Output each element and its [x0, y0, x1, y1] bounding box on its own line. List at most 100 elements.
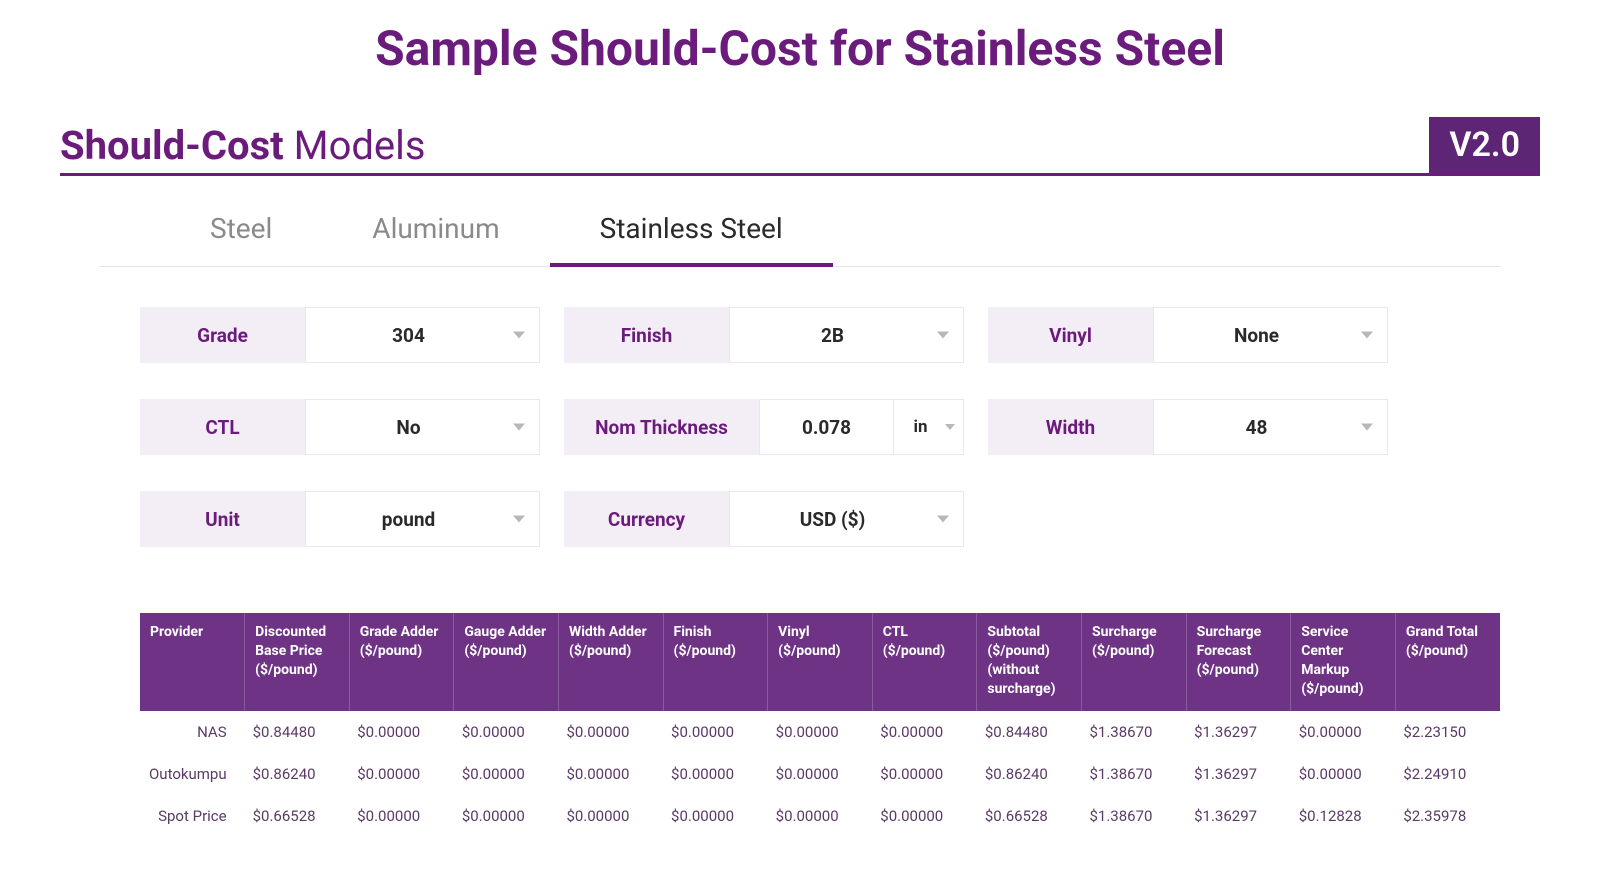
grade-group: Grade 304: [140, 307, 540, 363]
table-row: Outokumpu$0.86240$0.00000$0.00000$0.0000…: [140, 753, 1500, 795]
table-cell: $1.36297: [1186, 795, 1291, 837]
table-header-cell: Grade Adder ($/pound): [349, 613, 454, 711]
table-cell: $0.00000: [768, 795, 873, 837]
vinyl-value: None: [1166, 324, 1347, 347]
unit-label: Unit: [140, 491, 305, 547]
table-header-cell: Surcharge ($/pound): [1081, 613, 1186, 711]
table-cell: $0.00000: [872, 711, 977, 753]
table-header-cell: Finish ($/pound): [663, 613, 768, 711]
provider-cell: NAS: [140, 711, 245, 753]
table-cell: $0.86240: [245, 753, 350, 795]
unit-select[interactable]: pound: [305, 491, 540, 547]
model-title-rest: Models: [284, 122, 426, 169]
width-select[interactable]: 48: [1153, 399, 1388, 455]
table-cell: $0.00000: [663, 753, 768, 795]
table-cell: $0.66528: [245, 795, 350, 837]
table-cell: $0.00000: [558, 795, 663, 837]
table-cell: $0.84480: [245, 711, 350, 753]
ctl-group: CTL No: [140, 399, 540, 455]
material-tabs: Steel Aluminum Stainless Steel: [100, 196, 1500, 267]
table-cell: $2.35978: [1395, 795, 1500, 837]
table-cell: $0.84480: [977, 711, 1082, 753]
table-cell: $0.00000: [454, 753, 559, 795]
tab-stainless-steel[interactable]: Stainless Steel: [550, 196, 833, 267]
cost-table: ProviderDiscounted Base Price ($/pound)G…: [140, 613, 1500, 837]
form-row-3: Unit pound Currency USD ($): [140, 491, 1460, 547]
table-cell: $2.24910: [1395, 753, 1500, 795]
table-cell: $0.00000: [558, 711, 663, 753]
thickness-control: 0.078 in: [759, 399, 964, 455]
table-cell: $0.12828: [1291, 795, 1396, 837]
unit-group: Unit pound: [140, 491, 540, 547]
chevron-down-icon: [513, 516, 525, 523]
chevron-down-icon: [937, 332, 949, 339]
grade-label: Grade: [140, 307, 305, 363]
unit-value: pound: [318, 508, 499, 531]
thickness-input[interactable]: 0.078: [760, 400, 893, 454]
table-cell: $1.36297: [1186, 711, 1291, 753]
table-header-cell: Discounted Base Price ($/pound): [245, 613, 350, 711]
model-header: Should-Cost Models V2.0: [60, 117, 1540, 176]
ctl-label: CTL: [140, 399, 305, 455]
table-cell: $0.00000: [454, 711, 559, 753]
table-header-cell: Provider: [140, 613, 245, 711]
table-cell: $2.23150: [1395, 711, 1500, 753]
tab-steel[interactable]: Steel: [160, 196, 322, 267]
table-cell: $0.00000: [872, 753, 977, 795]
table-header-cell: Service Center Markup ($/pound): [1291, 613, 1396, 711]
form-row-2: CTL No Nom Thickness 0.078 in Width: [140, 399, 1460, 455]
currency-value: USD ($): [742, 508, 923, 531]
table-cell: $0.00000: [349, 795, 454, 837]
chevron-down-icon: [945, 424, 955, 430]
thickness-group: Nom Thickness 0.078 in: [564, 399, 964, 455]
chevron-down-icon: [1361, 332, 1373, 339]
finish-select[interactable]: 2B: [729, 307, 964, 363]
table-cell: $1.38670: [1081, 711, 1186, 753]
thickness-unit-select[interactable]: in: [893, 400, 963, 454]
currency-label: Currency: [564, 491, 729, 547]
width-group: Width 48: [988, 399, 1388, 455]
table-cell: $0.00000: [663, 795, 768, 837]
thickness-label: Nom Thickness: [564, 399, 759, 455]
cost-table-wrap: ProviderDiscounted Base Price ($/pound)G…: [140, 613, 1500, 837]
table-cell: $0.00000: [768, 711, 873, 753]
ctl-value: No: [318, 416, 499, 439]
model-title: Should-Cost Models: [60, 122, 426, 169]
currency-group: Currency USD ($): [564, 491, 964, 547]
table-cell: $0.66528: [977, 795, 1082, 837]
grade-select[interactable]: 304: [305, 307, 540, 363]
version-badge: V2.0: [1429, 117, 1540, 173]
chevron-down-icon: [513, 424, 525, 431]
chevron-down-icon: [937, 516, 949, 523]
table-cell: $1.38670: [1081, 795, 1186, 837]
ctl-select[interactable]: No: [305, 399, 540, 455]
finish-group: Finish 2B: [564, 307, 964, 363]
cost-table-body: NAS$0.84480$0.00000$0.00000$0.00000$0.00…: [140, 711, 1500, 837]
table-row: Spot Price$0.66528$0.00000$0.00000$0.000…: [140, 795, 1500, 837]
table-cell: $0.00000: [349, 711, 454, 753]
table-header-cell: Subtotal ($/pound) (without surcharge): [977, 613, 1082, 711]
provider-cell: Spot Price: [140, 795, 245, 837]
table-row: NAS$0.84480$0.00000$0.00000$0.00000$0.00…: [140, 711, 1500, 753]
thickness-unit-value: in: [913, 417, 927, 437]
provider-cell: Outokumpu: [140, 753, 245, 795]
vinyl-select[interactable]: None: [1153, 307, 1388, 363]
table-cell: $0.86240: [977, 753, 1082, 795]
table-cell: $1.38670: [1081, 753, 1186, 795]
table-cell: $0.00000: [454, 795, 559, 837]
table-cell: $0.00000: [1291, 711, 1396, 753]
chevron-down-icon: [513, 332, 525, 339]
cost-table-head: ProviderDiscounted Base Price ($/pound)G…: [140, 613, 1500, 711]
table-header-cell: Vinyl ($/pound): [768, 613, 873, 711]
tab-aluminum[interactable]: Aluminum: [322, 196, 549, 267]
currency-select[interactable]: USD ($): [729, 491, 964, 547]
page-title: Sample Should-Cost for Stainless Steel: [60, 20, 1540, 77]
table-cell: $0.00000: [872, 795, 977, 837]
model-title-bold: Should-Cost: [60, 122, 284, 169]
finish-label: Finish: [564, 307, 729, 363]
table-cell: $0.00000: [663, 711, 768, 753]
form-area: Grade 304 Finish 2B Vinyl None: [100, 297, 1500, 593]
chevron-down-icon: [1361, 424, 1373, 431]
table-cell: $0.00000: [1291, 753, 1396, 795]
table-cell: $0.00000: [558, 753, 663, 795]
